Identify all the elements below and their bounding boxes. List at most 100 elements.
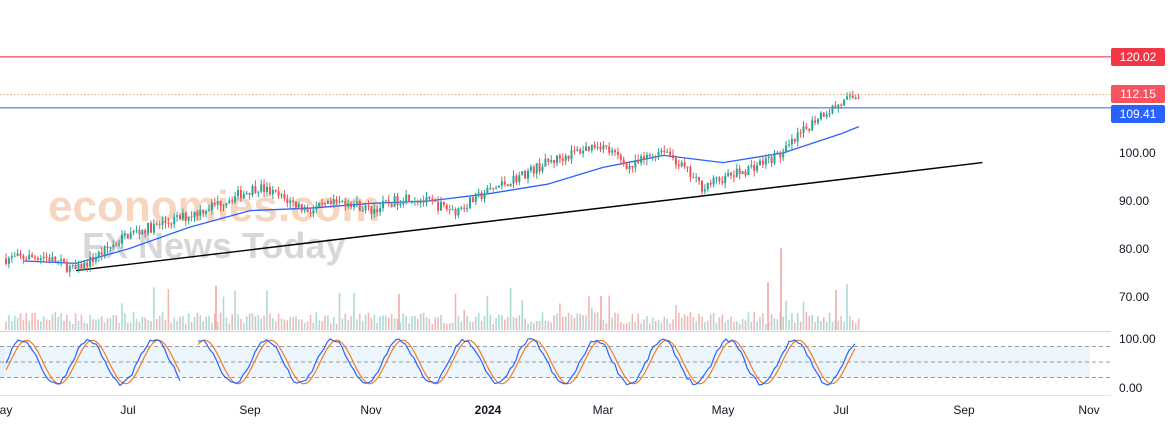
- candle-body: [425, 197, 428, 203]
- x-tick-label: Jul: [833, 403, 848, 417]
- volume-bar: [823, 317, 825, 330]
- volume-bar: [193, 316, 196, 330]
- volume-bar: [106, 318, 109, 330]
- volume-bar: [51, 314, 54, 330]
- candle-body: [65, 262, 68, 272]
- candle-body: [457, 208, 460, 216]
- candle-body: [628, 165, 631, 169]
- volume-bar: [74, 313, 77, 330]
- volume-spike: [215, 286, 217, 330]
- volume-bar: [820, 321, 822, 330]
- candle-body: [706, 182, 709, 190]
- candle-body: [611, 150, 614, 153]
- candle-body: [495, 187, 498, 189]
- volume-bar: [617, 313, 619, 330]
- y-tick-label: 90.00: [1119, 194, 1149, 208]
- volume-bar: [570, 315, 573, 330]
- trendline-group[interactable]: [75, 161, 983, 272]
- candle-body: [585, 146, 587, 151]
- candle-body: [347, 203, 350, 207]
- candle-body: [222, 205, 225, 207]
- volume-bar: [695, 321, 697, 330]
- volume-bar: [643, 319, 645, 330]
- volume-bar: [414, 315, 416, 330]
- candle-body: [353, 203, 355, 208]
- volume-bar: [802, 301, 805, 330]
- candle-body: [121, 235, 123, 244]
- volume-bar: [794, 323, 796, 330]
- volume-bar: [680, 318, 683, 330]
- volume-bar: [98, 318, 100, 330]
- volume-bar: [379, 316, 381, 330]
- horizontal-lines[interactable]: [0, 56, 1111, 109]
- volume-bar: [205, 316, 207, 330]
- candle-body: [750, 165, 753, 167]
- y-tick-label: 80.00: [1119, 242, 1149, 256]
- volume-bar: [518, 315, 521, 330]
- volume-bar: [646, 316, 648, 330]
- badge-112.15: [1111, 85, 1165, 103]
- volume-bar: [69, 321, 71, 330]
- volume-bar: [527, 323, 529, 330]
- candle-body: [51, 256, 54, 262]
- candle-body: [701, 180, 703, 192]
- candle-body: [721, 181, 724, 184]
- volume-bar: [100, 316, 103, 330]
- candle-body: [152, 223, 155, 233]
- volume-bar: [605, 323, 608, 330]
- candle-body: [422, 201, 425, 203]
- volume-bar: [373, 314, 376, 330]
- candle-body: [590, 144, 593, 151]
- candle-body: [616, 152, 619, 156]
- volume-bar: [170, 322, 173, 330]
- candle-body: [605, 145, 608, 147]
- volume-bar: [402, 313, 405, 330]
- volume-bar: [63, 321, 65, 330]
- candle-body: [460, 207, 463, 209]
- candle-body: [756, 165, 759, 171]
- candle-body: [312, 209, 315, 214]
- candle-body: [498, 185, 500, 188]
- candle-body: [741, 171, 744, 175]
- candle-body: [831, 105, 834, 114]
- candle-body: [10, 256, 13, 259]
- badge-109.41: [1111, 105, 1165, 123]
- volume-bar: [121, 303, 123, 330]
- candle-body: [793, 138, 796, 142]
- candle-body: [837, 104, 840, 108]
- volume-bar: [765, 323, 767, 330]
- candle-body: [724, 175, 727, 184]
- volume-bar: [228, 323, 231, 330]
- volume-bar: [153, 287, 155, 330]
- candle-body: [764, 158, 767, 165]
- candle-body: [811, 120, 814, 131]
- candle-body: [25, 258, 28, 260]
- volume-bar: [338, 292, 341, 330]
- volume-spike: [835, 290, 837, 330]
- volume-bar: [60, 313, 62, 330]
- volume-bar: [208, 315, 210, 330]
- moving-average-line: [23, 125, 860, 265]
- volume-bar: [350, 316, 352, 330]
- candle-body: [851, 95, 854, 99]
- price-badges: 120.02 112.15 109.41: [1111, 48, 1165, 123]
- volume-bar: [457, 315, 460, 330]
- candle-body: [338, 201, 341, 203]
- candle-body: [80, 263, 83, 270]
- candle-body: [669, 151, 672, 155]
- candle-body: [321, 202, 324, 204]
- volume-spike: [600, 296, 602, 330]
- volume-bar: [237, 314, 239, 330]
- candle-body: [593, 144, 596, 148]
- candle-body: [376, 209, 379, 213]
- candle-body: [239, 190, 242, 199]
- volume-bar: [393, 318, 396, 330]
- volume-bar: [492, 323, 494, 330]
- volume-bar: [434, 317, 436, 330]
- trendline: [75, 161, 983, 272]
- volume-bar: [701, 316, 703, 330]
- volume-bar: [109, 317, 112, 330]
- candle-body: [602, 145, 605, 150]
- candle-body: [561, 158, 564, 161]
